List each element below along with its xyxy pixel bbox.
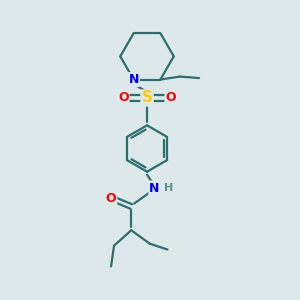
Text: S: S — [142, 91, 152, 106]
Text: O: O — [118, 92, 129, 104]
Text: H: H — [164, 183, 173, 193]
Text: O: O — [106, 192, 116, 205]
Text: N: N — [149, 182, 160, 194]
Text: N: N — [128, 73, 139, 86]
Text: O: O — [166, 92, 176, 104]
